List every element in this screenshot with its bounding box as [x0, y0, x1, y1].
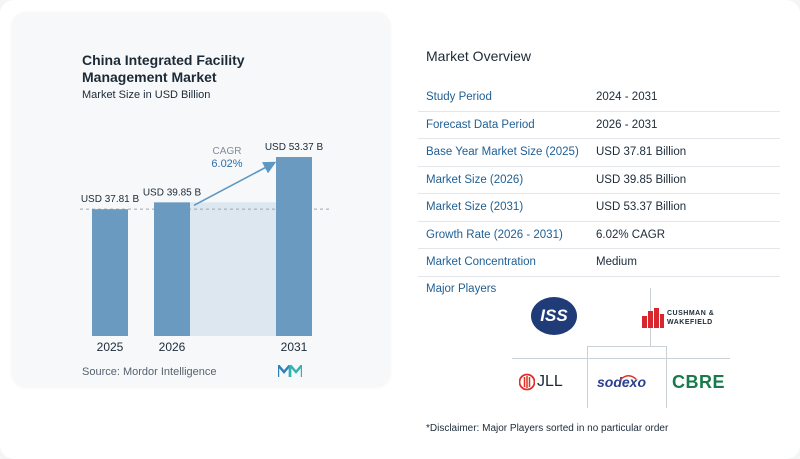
cbre-logo: CBRE: [672, 372, 726, 392]
grid-divider: [587, 346, 667, 347]
data-label: USD 39.85 B: [143, 187, 202, 198]
grid-divider: [587, 346, 588, 408]
overview-label: Base Year Market Size (2025): [418, 138, 588, 167]
overview-value: 6.02% CAGR: [588, 221, 780, 249]
overview-value: 2024 - 2031: [588, 84, 780, 112]
tick-label: 2031: [281, 340, 308, 354]
overview-label: Market Concentration: [418, 248, 588, 277]
overview-title: Market Overview: [426, 48, 532, 64]
overview-value: Medium: [588, 248, 780, 277]
tick-label: 2025: [97, 340, 124, 354]
cushman-wakefield-logo: CUSHMAN & WAKEFIELD: [642, 306, 742, 330]
data-label: USD 53.37 B: [265, 142, 324, 153]
source-text: Source: Mordor Intelligence: [82, 366, 217, 378]
overview-label: Growth Rate (2026 - 2031): [418, 221, 588, 249]
overview-label: Market Size (2026): [418, 166, 588, 194]
overview-row: Forecast Data Period 2026 - 2031: [418, 111, 780, 139]
overview-row: Growth Rate (2026 - 2031) 6.02% CAGR: [418, 221, 780, 249]
disclaimer: *Disclaimer: Major Players sorted in no …: [426, 423, 669, 434]
jll-logo: JLL: [519, 373, 567, 393]
overview-row: Market Size (2026) USD 39.85 Billion: [418, 166, 780, 194]
bar-2025: [92, 209, 128, 336]
cagr-arrow: [193, 161, 277, 207]
iss-logo: ISS: [530, 296, 578, 336]
overview-row: Market Size (2031) USD 53.37 Billion: [418, 193, 780, 222]
overview-value: USD 37.81 Billion: [588, 138, 780, 167]
bar-2031: [276, 157, 312, 336]
overview-row: Base Year Market Size (2025) USD 37.81 Bi…: [418, 138, 780, 167]
mordor-logo-icon: [276, 361, 304, 382]
bar-chart: USD 37.81 B 2025 USD 39.85 B 2026 USD 53.37 …: [80, 142, 330, 354]
cagr-value: 6.02%: [211, 158, 242, 170]
overview-value: USD 39.85 Billion: [588, 166, 780, 194]
overview-value: USD 53.37 Billion: [588, 193, 780, 222]
grid-divider: [512, 358, 730, 359]
data-label: USD 37.81 B: [81, 194, 140, 205]
overview-value: 2026 - 2031: [588, 111, 780, 139]
overview-label: Study Period: [418, 84, 588, 112]
overview-row: Study Period 2024 - 2031: [418, 84, 780, 112]
chart-title: China Integrated Facility Management Mar…: [82, 52, 245, 85]
overview-table: Study Period 2024 - 2031 Forecast Data Per…: [418, 84, 780, 277]
bar-2026: [154, 202, 190, 336]
cagr-label: CAGR: [213, 146, 242, 157]
major-players-title: Major Players: [426, 283, 497, 295]
overview-label: Forecast Data Period: [418, 111, 588, 139]
sodexo-logo: sodexo: [597, 374, 647, 390]
chart-subtitle: Market Size in USD Billion: [82, 89, 211, 101]
overview-row: Market Concentration Medium: [418, 248, 780, 277]
growth-area: [190, 202, 276, 336]
tick-label: 2026: [159, 340, 186, 354]
overview-label: Market Size (2031): [418, 193, 588, 222]
grid-divider: [666, 346, 667, 408]
